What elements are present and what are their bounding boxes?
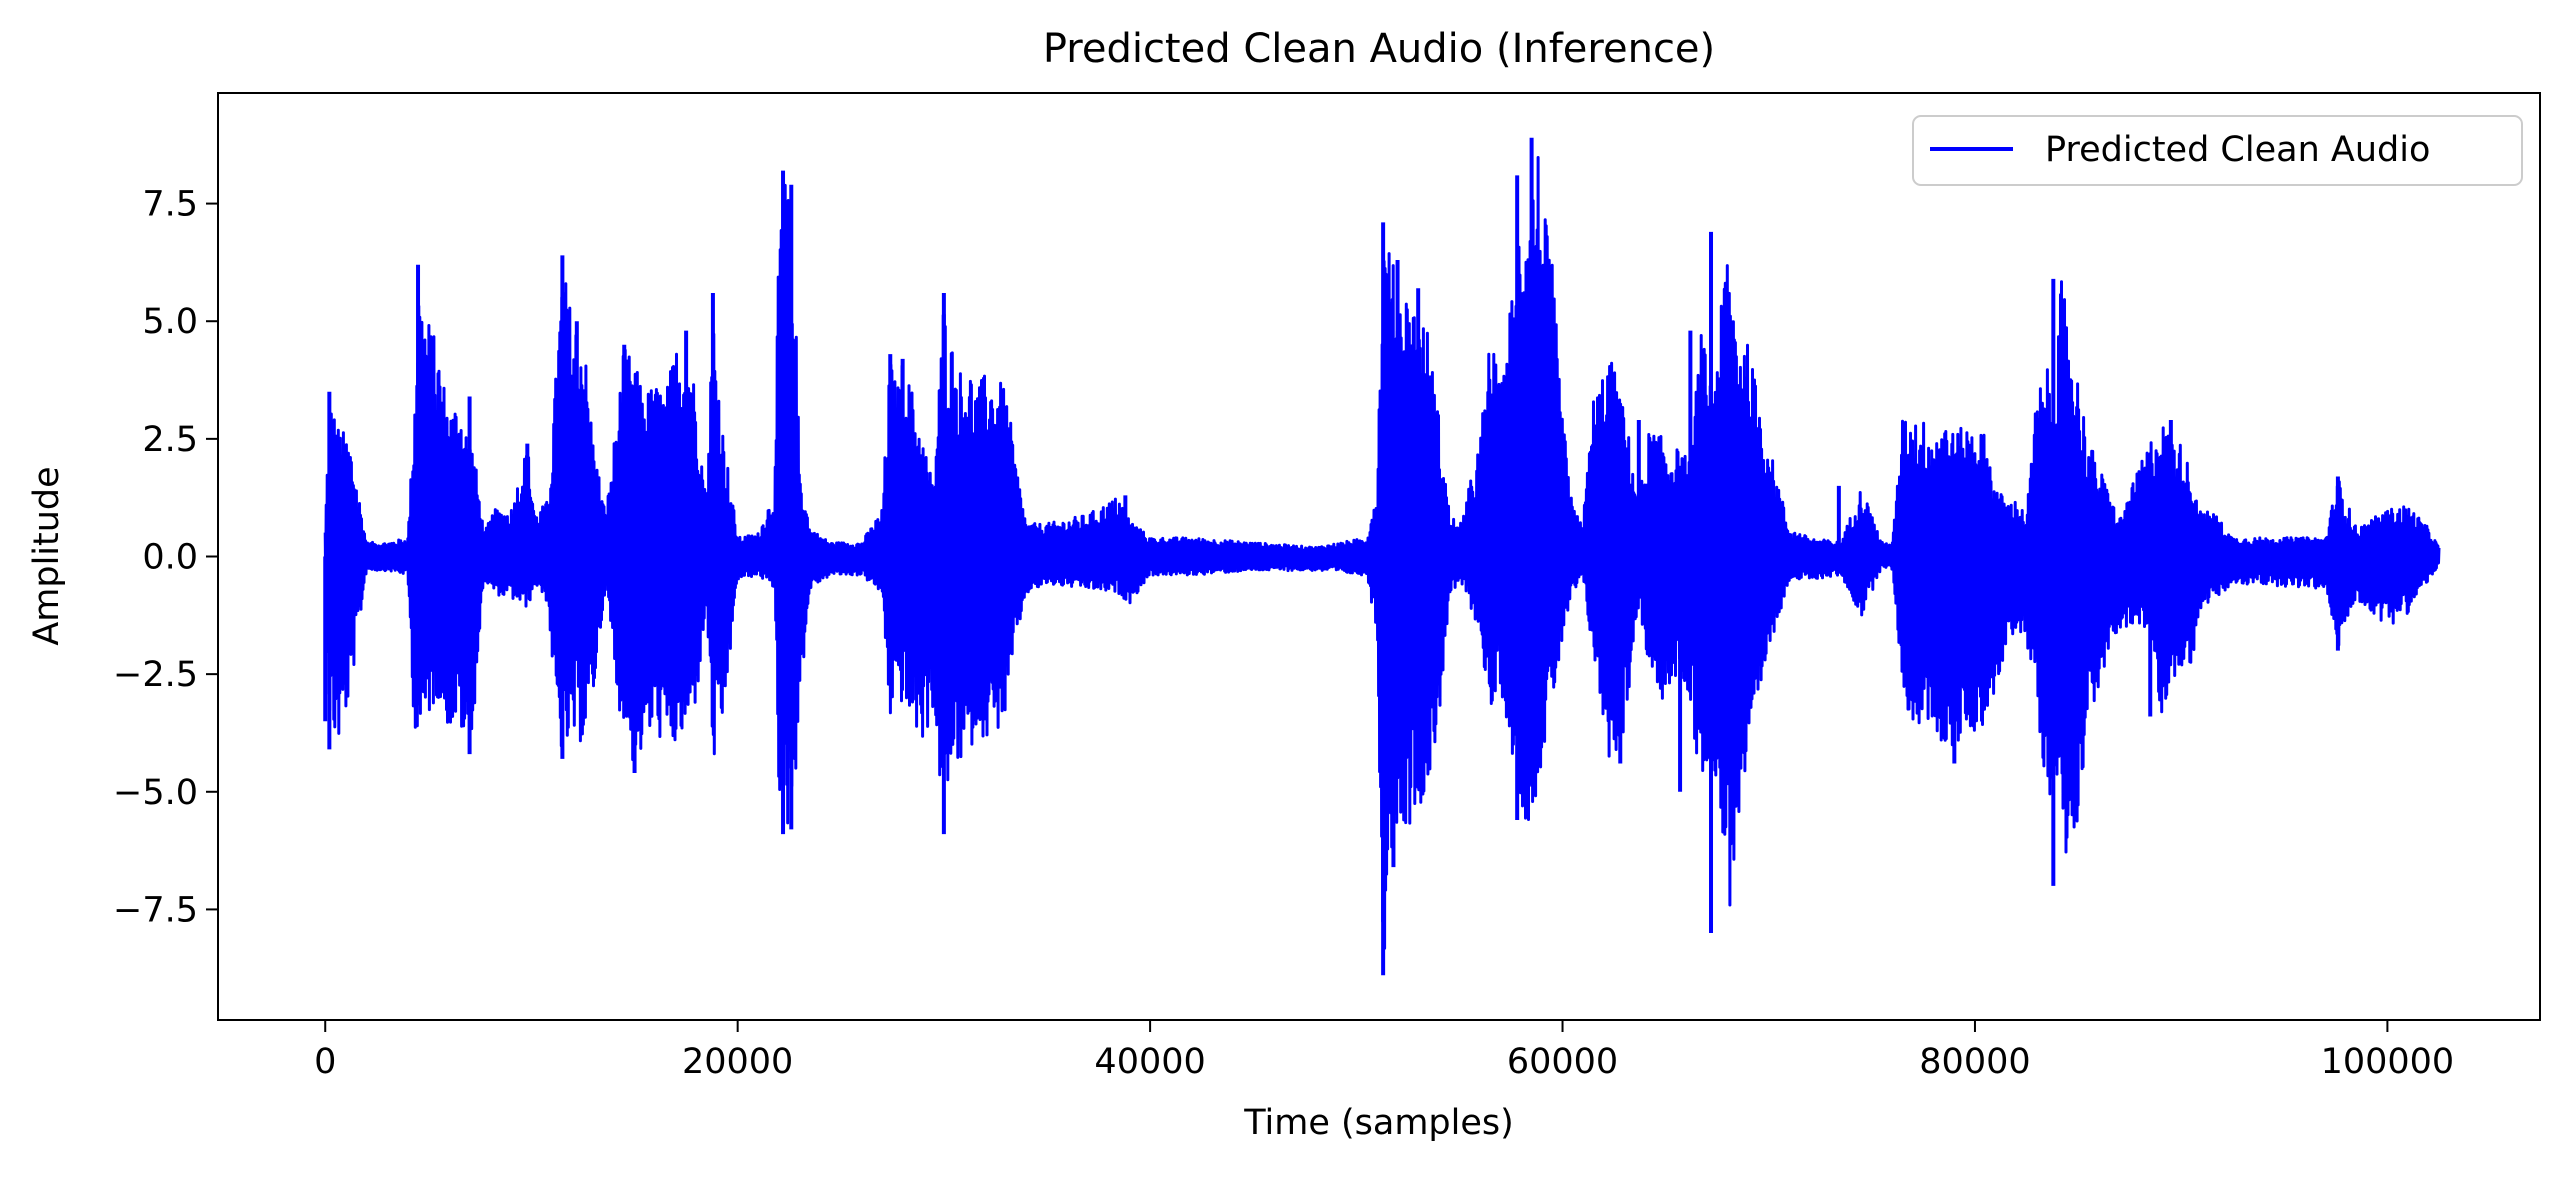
y-axis: −7.5 −5.0 −2.5 0.0 2.5 5.0 7.5 xyxy=(113,185,218,930)
y-tick-label: −5.0 xyxy=(113,773,198,813)
y-tick-label: 5.0 xyxy=(142,302,198,342)
y-tick-label: 0.0 xyxy=(142,538,198,578)
y-tick-label: 7.5 xyxy=(142,185,198,225)
y-axis-label: Amplitude xyxy=(27,466,67,645)
series-layer xyxy=(323,137,2441,976)
chart-title: Predicted Clean Audio (Inference) xyxy=(1043,26,1715,72)
x-axis-label: Time (samples) xyxy=(1243,1103,1514,1143)
legend: Predicted Clean Audio xyxy=(1912,115,2523,186)
x-axis: 0 20000 40000 60000 80000 100000 xyxy=(314,1020,2454,1082)
x-tick-label: 0 xyxy=(314,1042,336,1082)
x-tick-label: 40000 xyxy=(1094,1042,1205,1082)
x-tick-label: 100000 xyxy=(2321,1042,2455,1082)
x-tick-label: 60000 xyxy=(1507,1042,1618,1082)
legend-label: Predicted Clean Audio xyxy=(2045,130,2430,170)
y-tick-label: 2.5 xyxy=(142,420,198,460)
plot-area xyxy=(323,137,2441,976)
legend-box xyxy=(1912,115,2523,186)
x-tick-label: 80000 xyxy=(1919,1042,2030,1082)
y-tick-label: −7.5 xyxy=(113,890,198,930)
y-tick-label: −2.5 xyxy=(113,655,198,695)
x-tick-label: 20000 xyxy=(682,1042,793,1082)
